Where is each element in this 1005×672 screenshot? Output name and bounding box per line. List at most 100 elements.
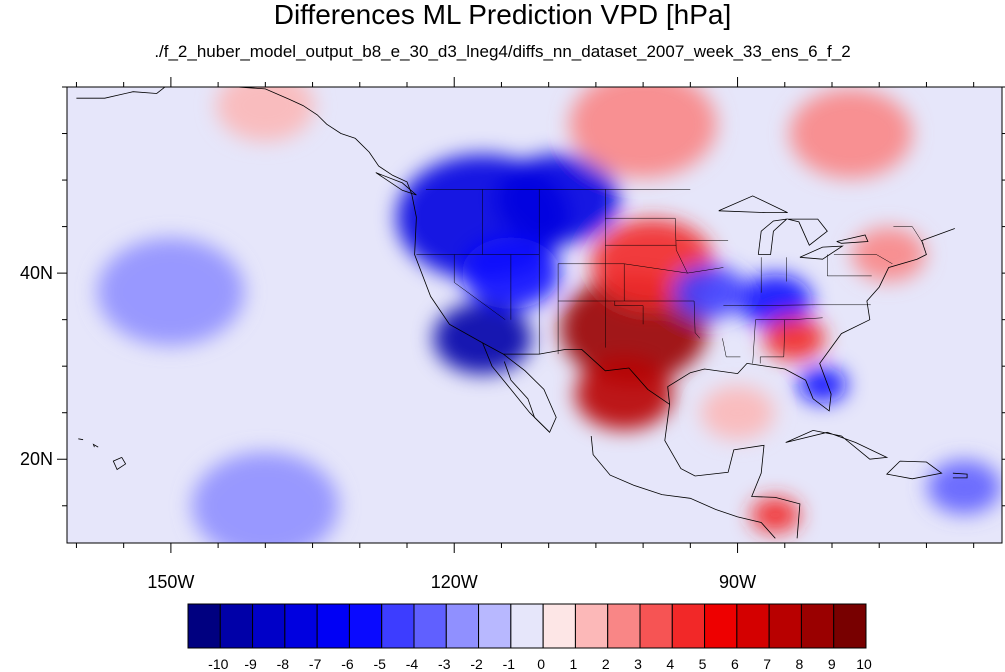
x-tick-label: 90W	[719, 572, 756, 592]
colorbar-label: -6	[341, 656, 354, 672]
colorbar-swatch	[316, 603, 350, 649]
coastline	[757, 218, 788, 255]
coastline	[375, 172, 417, 196]
field-region	[789, 88, 913, 179]
colorbar-label: -7	[309, 656, 322, 672]
field-region	[575, 358, 674, 430]
state-boundary	[893, 226, 924, 245]
field-region	[798, 366, 848, 403]
colorbar-swatch	[639, 603, 673, 649]
colorbar-swatch	[381, 603, 415, 649]
colorbar-swatch	[478, 603, 512, 649]
state-boundary	[755, 317, 823, 320]
colorbar-label: 10	[856, 656, 872, 672]
chart-title: Differences ML Prediction VPD [hPa]	[273, 0, 732, 30]
field-region	[672, 264, 747, 319]
colorbar-label: -5	[373, 656, 386, 672]
colorbar-label: 6	[731, 656, 739, 672]
colorbar-label: 7	[763, 656, 771, 672]
state-boundary	[833, 254, 893, 265]
state-boundary	[759, 319, 786, 364]
coastline	[112, 457, 127, 471]
colorbar-swatch	[607, 603, 641, 649]
coastline	[354, 137, 413, 195]
chart-subtitle: ./f_2_huber_model_output_b8_e_30_d3_lneg…	[154, 42, 851, 61]
colorbar-label: 8	[796, 656, 804, 672]
coastline	[78, 438, 84, 441]
x-tick-label: 120W	[431, 572, 478, 592]
colorbar-swatch	[671, 603, 706, 649]
colorbar-swatch	[704, 603, 738, 649]
colorbar-swatch	[736, 603, 770, 649]
map-frame	[66, 86, 1003, 544]
colorbar-labels: -10 -9 -8 -7 -6 -5 -4 -3 -2 -1 0 1 2 3 4 5 6 7 8 9 10	[208, 656, 872, 672]
colorbar-label: -2	[470, 656, 483, 672]
colorbar-label: -9	[244, 656, 257, 672]
coastline-layer	[76, 87, 968, 539]
state-boundary	[752, 319, 756, 364]
colorbar-label: 3	[634, 656, 642, 672]
field-region	[569, 87, 717, 179]
coastline	[836, 234, 869, 244]
colorbar-swatch	[219, 603, 254, 649]
colorbar-label: 5	[699, 656, 707, 672]
colorbar-label: 0	[537, 656, 545, 672]
colorbar-label: 9	[828, 656, 836, 672]
coastline	[952, 472, 968, 479]
colorbar-swatch	[445, 603, 480, 649]
colorbar-swatch	[284, 603, 318, 649]
colorbar-swatch	[833, 603, 867, 649]
coastline	[503, 353, 557, 433]
colorbar-boxes	[187, 603, 867, 649]
coastline	[718, 195, 788, 213]
coastline	[785, 429, 889, 460]
coastline	[411, 193, 955, 412]
coastline	[885, 460, 943, 480]
y-tick-label: 20N	[20, 449, 53, 469]
colorbar-label: -3	[438, 656, 451, 672]
colorbar-label: -4	[406, 656, 419, 672]
state-boundary	[693, 300, 700, 339]
coastline	[590, 435, 776, 539]
colorbar-swatch	[252, 603, 286, 649]
field-region	[433, 302, 532, 375]
field-layer	[97, 87, 1002, 543]
state-boundary	[674, 218, 688, 274]
colorbar-swatch	[348, 603, 383, 649]
coastline	[92, 443, 99, 448]
colorbar-label: -1	[503, 656, 516, 672]
coastline	[799, 245, 844, 260]
field-region	[851, 227, 926, 282]
colorbar-swatch	[800, 603, 835, 649]
state-boundary	[723, 304, 871, 306]
colorbar-label: 2	[602, 656, 610, 672]
coastline	[76, 87, 356, 139]
coastline	[787, 218, 828, 246]
field-region	[927, 460, 1002, 515]
colorbar-swatch	[574, 603, 609, 649]
coastline	[482, 342, 549, 432]
x-tick-label: 150W	[147, 572, 194, 592]
state-boundary	[687, 267, 724, 274]
colorbar-label: -10	[208, 656, 228, 672]
field-region	[496, 153, 620, 244]
field-region	[763, 315, 825, 361]
colorbar-swatch	[187, 603, 221, 649]
colorbar-label: 1	[570, 656, 578, 672]
field-region	[191, 451, 339, 543]
state-boundary	[827, 254, 872, 277]
colorbar-swatch	[413, 603, 447, 649]
colorbar-swatch	[510, 603, 544, 649]
field-region	[216, 87, 315, 142]
coastline	[664, 404, 801, 539]
colorbar-label: 4	[666, 656, 674, 672]
state-boundary	[722, 338, 741, 358]
axis-ticks: 150W 120W 90W 20N 40N	[20, 77, 1005, 592]
field-region	[738, 274, 813, 328]
state-boundary	[453, 254, 506, 320]
field-region	[700, 385, 775, 440]
state-boundary	[614, 301, 644, 325]
y-tick-label: 40N	[20, 263, 53, 283]
